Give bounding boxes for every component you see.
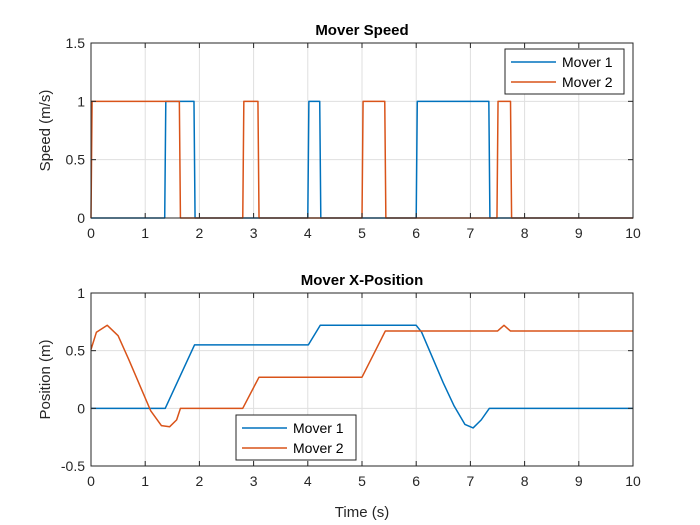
speed-x-tick-label: 9 bbox=[575, 225, 583, 241]
speed-y-tick-label: 1 bbox=[77, 93, 85, 109]
position-plot-xlabel: Time (s) bbox=[335, 504, 389, 521]
position-x-tick-label: 2 bbox=[196, 473, 204, 489]
position-plot-title: Mover X-Position bbox=[301, 272, 424, 289]
position-plot-ylabel: Position (m) bbox=[37, 339, 54, 419]
position-series-1-line bbox=[91, 324, 633, 429]
speed-plot-title: Mover Speed bbox=[315, 22, 408, 39]
position-plot: Mover X-Position Position (m) Time (s) 0… bbox=[37, 272, 641, 521]
speed-x-tick-label: 0 bbox=[87, 225, 95, 241]
position-x-tick-label: 10 bbox=[625, 473, 641, 489]
speed-x-tick-label: 3 bbox=[250, 225, 258, 241]
position-x-tick-label: 8 bbox=[521, 473, 529, 489]
speed-plot-ylabel: Speed (m/s) bbox=[37, 90, 54, 172]
position-x-tick-label: 5 bbox=[358, 473, 366, 489]
position-x-tick-label: 6 bbox=[412, 473, 420, 489]
position-y-tick-label: -0.5 bbox=[61, 458, 85, 474]
speed-legend bbox=[504, 48, 625, 95]
speed-x-tick-label: 6 bbox=[412, 225, 420, 241]
speed-x-tick-label: 5 bbox=[358, 225, 366, 241]
position-y-tick-label: 0 bbox=[77, 400, 85, 416]
speed-y-tick-label: 1.5 bbox=[66, 35, 86, 51]
speed-x-tick-label: 7 bbox=[467, 225, 475, 241]
position-x-tick-label: 4 bbox=[304, 473, 312, 489]
speed-y-tick-label: 0.5 bbox=[66, 152, 86, 168]
speed-x-tick-label: 8 bbox=[521, 225, 529, 241]
speed-x-tick-label: 1 bbox=[141, 225, 149, 241]
speed-y-tick-label: 0 bbox=[77, 210, 85, 226]
speed-legend-label-1: Mover 1 bbox=[562, 54, 613, 70]
position-x-tick-label: 9 bbox=[575, 473, 583, 489]
position-legend-label-2: Mover 2 bbox=[293, 440, 344, 456]
position-legend-label-1: Mover 1 bbox=[293, 420, 344, 436]
position-series-2-line bbox=[90, 324, 633, 428]
speed-legend-label-2: Mover 2 bbox=[562, 74, 613, 90]
position-x-tick-label: 7 bbox=[467, 473, 475, 489]
position-x-tick-label: 1 bbox=[141, 473, 149, 489]
position-x-tick-label: 0 bbox=[87, 473, 95, 489]
speed-plot: Mover Speed Speed (m/s) 0 1 2 3 4 5 6 7 8 9 10 0 0.5… bbox=[37, 22, 641, 241]
position-y-tick-label: 0.5 bbox=[66, 343, 86, 359]
speed-x-tick-label: 2 bbox=[196, 225, 204, 241]
position-legend bbox=[235, 414, 357, 461]
speed-x-tick-label: 10 bbox=[625, 225, 641, 241]
position-x-tick-label: 3 bbox=[250, 473, 258, 489]
speed-x-tick-label: 4 bbox=[304, 225, 312, 241]
position-y-tick-label: 1 bbox=[77, 285, 85, 301]
